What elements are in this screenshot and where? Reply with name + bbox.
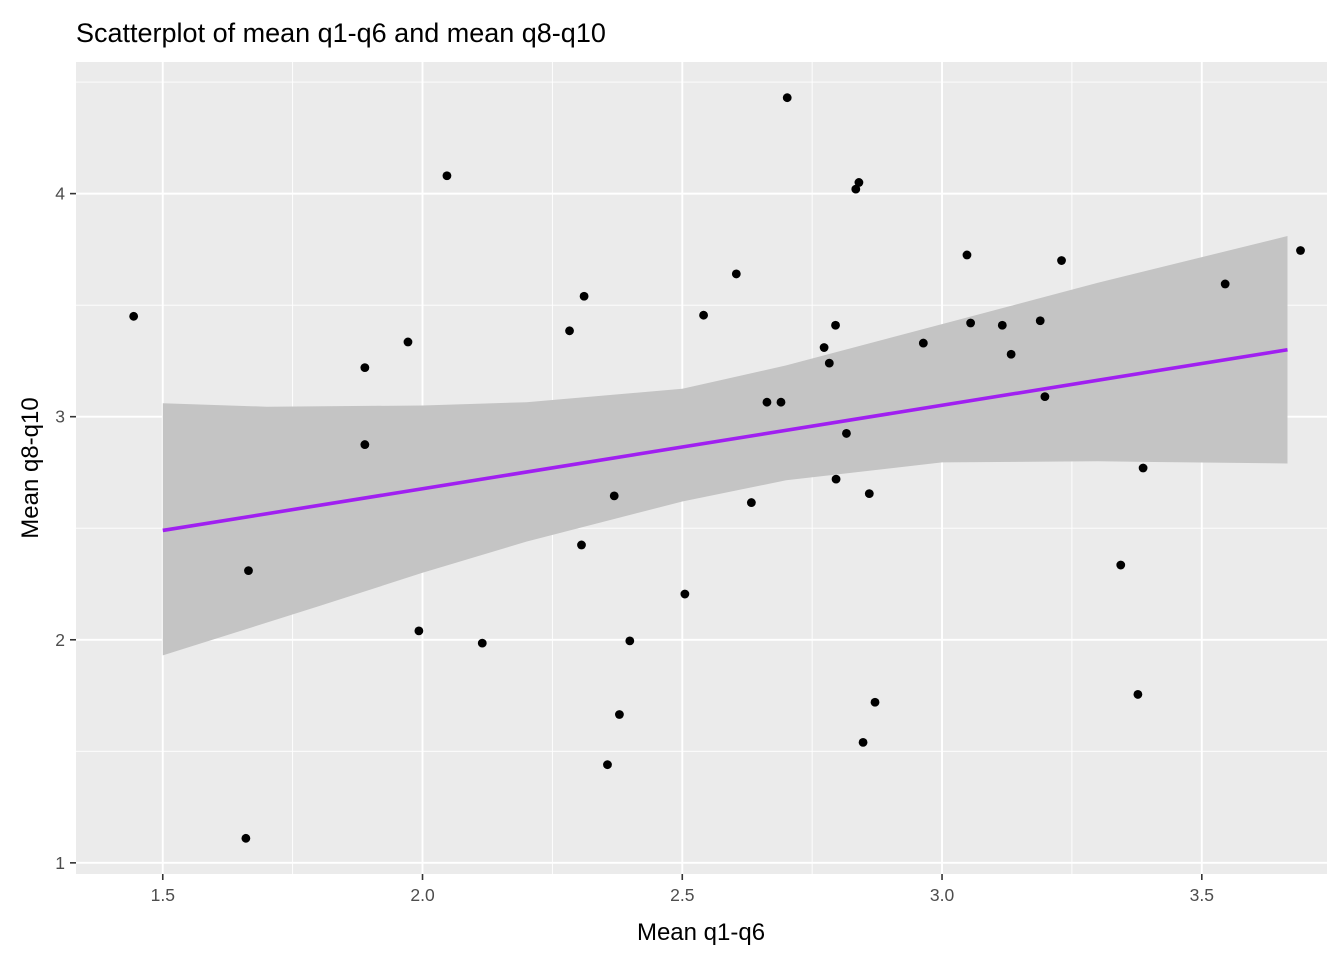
x-tick-label: 1.5 (151, 885, 175, 905)
data-point (1035, 316, 1045, 326)
data-point (918, 338, 928, 348)
data-point (854, 178, 864, 187)
data-point (615, 710, 624, 719)
confidence-band (162, 236, 1288, 656)
data-point (851, 184, 861, 194)
y-tick-label: 4 (55, 184, 65, 204)
y-axis: 1 2 3 4 (55, 184, 76, 873)
x-tick-label: 3.0 (930, 885, 955, 905)
data-point (414, 626, 424, 636)
data-point (442, 171, 452, 181)
data-point (776, 397, 786, 407)
data-points (129, 93, 1305, 843)
data-point (579, 291, 589, 301)
data-point (129, 311, 139, 321)
data-point (565, 326, 574, 336)
trend-line-layer (162, 347, 1288, 533)
x-axis: 1.5 2.0 2.5 3.0 3.5 (151, 874, 1214, 905)
data-point (858, 737, 868, 747)
data-point (1220, 279, 1230, 289)
data-point (1296, 246, 1305, 255)
data-point (1040, 392, 1050, 402)
data-point (962, 250, 972, 260)
data-point (241, 833, 251, 843)
data-point (842, 429, 851, 438)
data-point (966, 318, 976, 328)
x-tick-label: 2.5 (670, 885, 694, 905)
data-point (680, 589, 690, 599)
data-point (731, 269, 741, 279)
x-tick-label: 2.0 (410, 885, 435, 905)
chart-title: Scatterplot of mean q1-q6 and mean q8-q1… (76, 18, 606, 48)
confidence-band-layer (162, 236, 1288, 656)
data-point (609, 491, 619, 501)
data-point (477, 638, 487, 648)
data-point (360, 363, 370, 373)
data-point (1116, 560, 1126, 570)
data-point (997, 320, 1007, 330)
data-point (603, 760, 612, 770)
data-point (1057, 256, 1066, 265)
data-point (1006, 349, 1016, 359)
trend-line (162, 347, 1288, 533)
data-point (762, 397, 772, 407)
data-point (831, 474, 841, 484)
data-point (746, 498, 756, 507)
y-tick-label: 3 (55, 407, 65, 427)
data-point (577, 540, 586, 550)
x-tick-label: 3.5 (1190, 885, 1214, 905)
data-point (403, 337, 413, 347)
y-tick-label: 2 (55, 630, 65, 650)
data-point (870, 697, 880, 707)
data-point (824, 358, 834, 368)
data-point (1138, 463, 1148, 473)
data-point (244, 566, 253, 576)
data-point (819, 343, 829, 352)
data-point (1133, 690, 1143, 699)
data-point (864, 489, 874, 499)
data-point (699, 310, 708, 320)
y-tick-label: 1 (55, 853, 65, 873)
data-point (831, 320, 840, 330)
data-point (782, 93, 792, 103)
y-axis-title: Mean q8-q10 (17, 397, 44, 538)
data-point (625, 636, 635, 646)
x-axis-title: Mean q1-q6 (637, 919, 765, 946)
data-point (360, 440, 370, 449)
